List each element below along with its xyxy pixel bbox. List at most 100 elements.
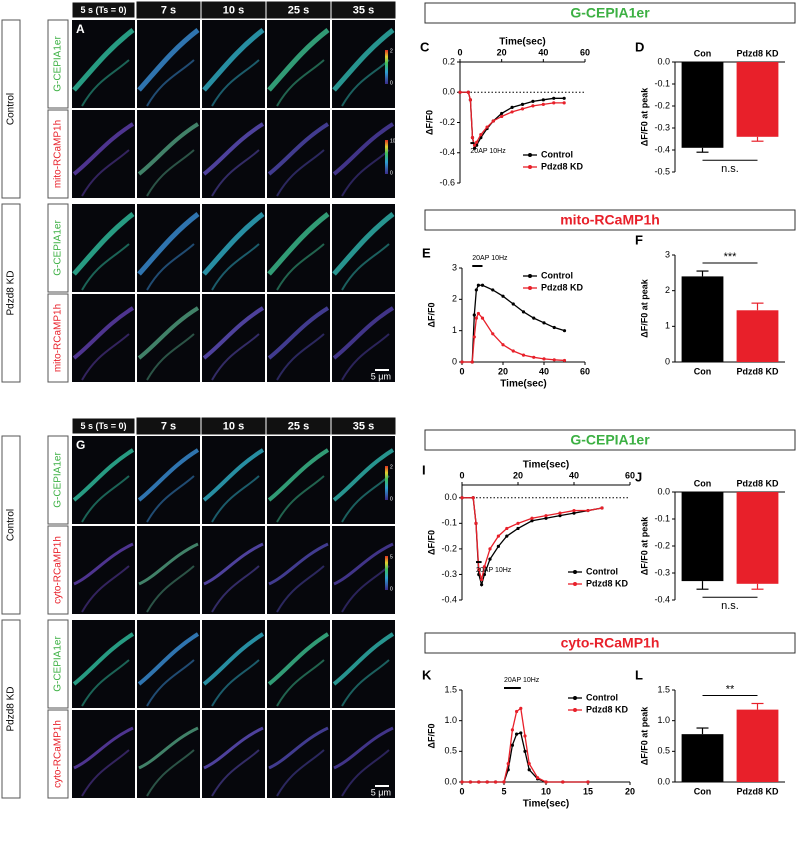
y-tick-label: 2 [665, 285, 670, 295]
y-tick-label: 2 [452, 294, 457, 304]
data-point [474, 316, 478, 320]
micrograph-structure [146, 565, 195, 613]
micrograph-structure [146, 243, 195, 291]
series-line [462, 707, 588, 783]
colorbar-min: 0 [390, 170, 393, 176]
data-point [488, 557, 492, 561]
y-tick-label: -0.4 [654, 144, 670, 154]
legend-marker [573, 696, 577, 700]
micrograph-structure [81, 243, 130, 291]
data-point [558, 514, 562, 518]
micrograph-structure [211, 749, 260, 797]
stimulus-label: 20AP 10Hz [504, 677, 540, 684]
micrograph-structure [137, 448, 200, 502]
colorbar-min: 0 [390, 496, 393, 502]
panel-letter: F [635, 232, 643, 247]
x-tick-label: 0 [457, 47, 462, 57]
data-point [562, 96, 566, 100]
micrograph-structure [137, 632, 200, 686]
data-point [491, 119, 495, 123]
micrograph-structure [267, 306, 330, 360]
micrograph-structure [332, 122, 395, 176]
data-point [494, 780, 498, 784]
timepoint-label: 5 s (Ts = 0) [80, 421, 126, 431]
y-axis-label: ΔF/F0 [424, 110, 434, 135]
micrograph-structure [267, 448, 330, 502]
micrograph-structure [203, 542, 264, 586]
micrograph-structure [72, 448, 135, 502]
micrograph-structure [202, 448, 265, 502]
legend-marker [528, 286, 532, 290]
data-point [521, 310, 526, 314]
legend-label: Pdzd8 KD [541, 161, 584, 171]
section-title: G-CEPIA1er [570, 432, 650, 448]
y-tick-label: -0.1 [654, 513, 670, 523]
micrograph-structure [211, 333, 260, 381]
data-point [510, 110, 514, 114]
timepoint-header [71, 417, 136, 435]
data-point [476, 283, 480, 287]
row-label-box [47, 203, 69, 293]
y-tick-label: -0.2 [439, 117, 455, 127]
x-tick-label: 20 [497, 47, 507, 57]
data-point [477, 567, 481, 571]
data-point [460, 496, 464, 500]
data-point [505, 534, 509, 538]
timepoint-header [266, 417, 331, 435]
panel-letter: C [420, 39, 430, 54]
micrograph-structure [81, 659, 130, 707]
data-point [519, 706, 523, 711]
data-point [586, 780, 590, 784]
data-point [496, 544, 500, 548]
data-point [502, 780, 506, 784]
micrograph-structure [267, 632, 330, 686]
series-line [460, 91, 565, 150]
x-axis-label: Time(sec) [523, 460, 570, 471]
data-point [501, 343, 505, 347]
data-point [506, 762, 510, 766]
data-point [527, 762, 531, 766]
micrograph-structure [268, 542, 329, 586]
micrograph-structure [341, 659, 390, 707]
micrograph-structure [202, 212, 265, 276]
panel-letter: A [76, 22, 85, 36]
micrograph-structure [146, 149, 195, 197]
data-point [474, 521, 478, 525]
colorbar-max: 5 [390, 554, 393, 560]
data-point [468, 98, 473, 102]
x-tick-label: 40 [569, 470, 579, 480]
legend-marker [573, 708, 577, 712]
timepoint-label: 25 s [288, 4, 309, 16]
bar [681, 276, 724, 362]
data-point [523, 749, 527, 753]
row-label: cyto-RCaMP1h [53, 536, 64, 604]
data-point [470, 360, 474, 364]
micrograph-structure [137, 306, 200, 360]
y-tick-label: 1 [452, 325, 457, 335]
micrograph-structure [203, 726, 264, 770]
timepoint-label: 35 s [353, 4, 374, 16]
data-point [510, 105, 514, 109]
bar [736, 310, 779, 362]
timepoint-header [331, 417, 396, 435]
data-point [520, 107, 525, 111]
y-tick-label: -0.5 [654, 166, 670, 176]
bar [681, 62, 724, 148]
micrograph-structure [81, 565, 130, 613]
legend-label: Control [541, 270, 573, 280]
y-tick-label: 1.5 [657, 684, 670, 694]
colorbar-min: 0 [390, 586, 393, 592]
y-tick-label: -0.4 [654, 594, 670, 604]
micrograph-structure [276, 565, 325, 613]
micrograph-structure [332, 212, 395, 276]
timepoint-label: 7 s [161, 420, 176, 432]
panel-letter: L [635, 667, 643, 682]
data-point [530, 519, 534, 523]
group-label: Control [6, 93, 17, 125]
micrograph-structure [146, 333, 195, 381]
y-tick-label: 0.0 [657, 486, 670, 496]
micrograph-structure [81, 149, 130, 197]
legend-marker [528, 274, 532, 278]
y-axis-label: ΔF/F0 [426, 303, 436, 328]
micrograph-structure [211, 565, 260, 613]
